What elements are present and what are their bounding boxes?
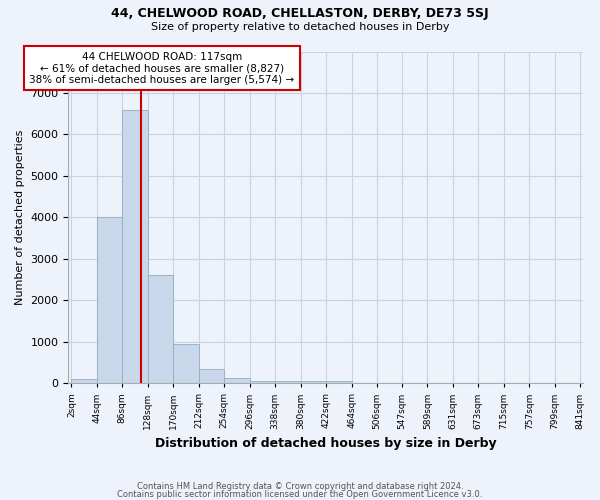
Text: 44 CHELWOOD ROAD: 117sqm
← 61% of detached houses are smaller (8,827)
38% of sem: 44 CHELWOOD ROAD: 117sqm ← 61% of detach… — [29, 52, 295, 84]
Text: 44, CHELWOOD ROAD, CHELLASTON, DERBY, DE73 5SJ: 44, CHELWOOD ROAD, CHELLASTON, DERBY, DE… — [111, 8, 489, 20]
Bar — [173, 344, 199, 384]
Text: Size of property relative to detached houses in Derby: Size of property relative to detached ho… — [151, 22, 449, 32]
X-axis label: Distribution of detached houses by size in Derby: Distribution of detached houses by size … — [155, 437, 497, 450]
Text: Contains HM Land Registry data © Crown copyright and database right 2024.: Contains HM Land Registry data © Crown c… — [137, 482, 463, 491]
Bar — [199, 368, 224, 384]
Bar — [224, 378, 250, 384]
Bar — [71, 379, 97, 384]
Y-axis label: Number of detached properties: Number of detached properties — [15, 130, 25, 305]
Bar — [301, 381, 326, 384]
Bar — [275, 381, 301, 384]
Bar — [97, 218, 122, 384]
Bar — [250, 381, 275, 384]
Bar — [148, 276, 173, 384]
Text: Contains public sector information licensed under the Open Government Licence v3: Contains public sector information licen… — [118, 490, 482, 499]
Bar — [326, 381, 352, 384]
Bar — [122, 110, 148, 384]
